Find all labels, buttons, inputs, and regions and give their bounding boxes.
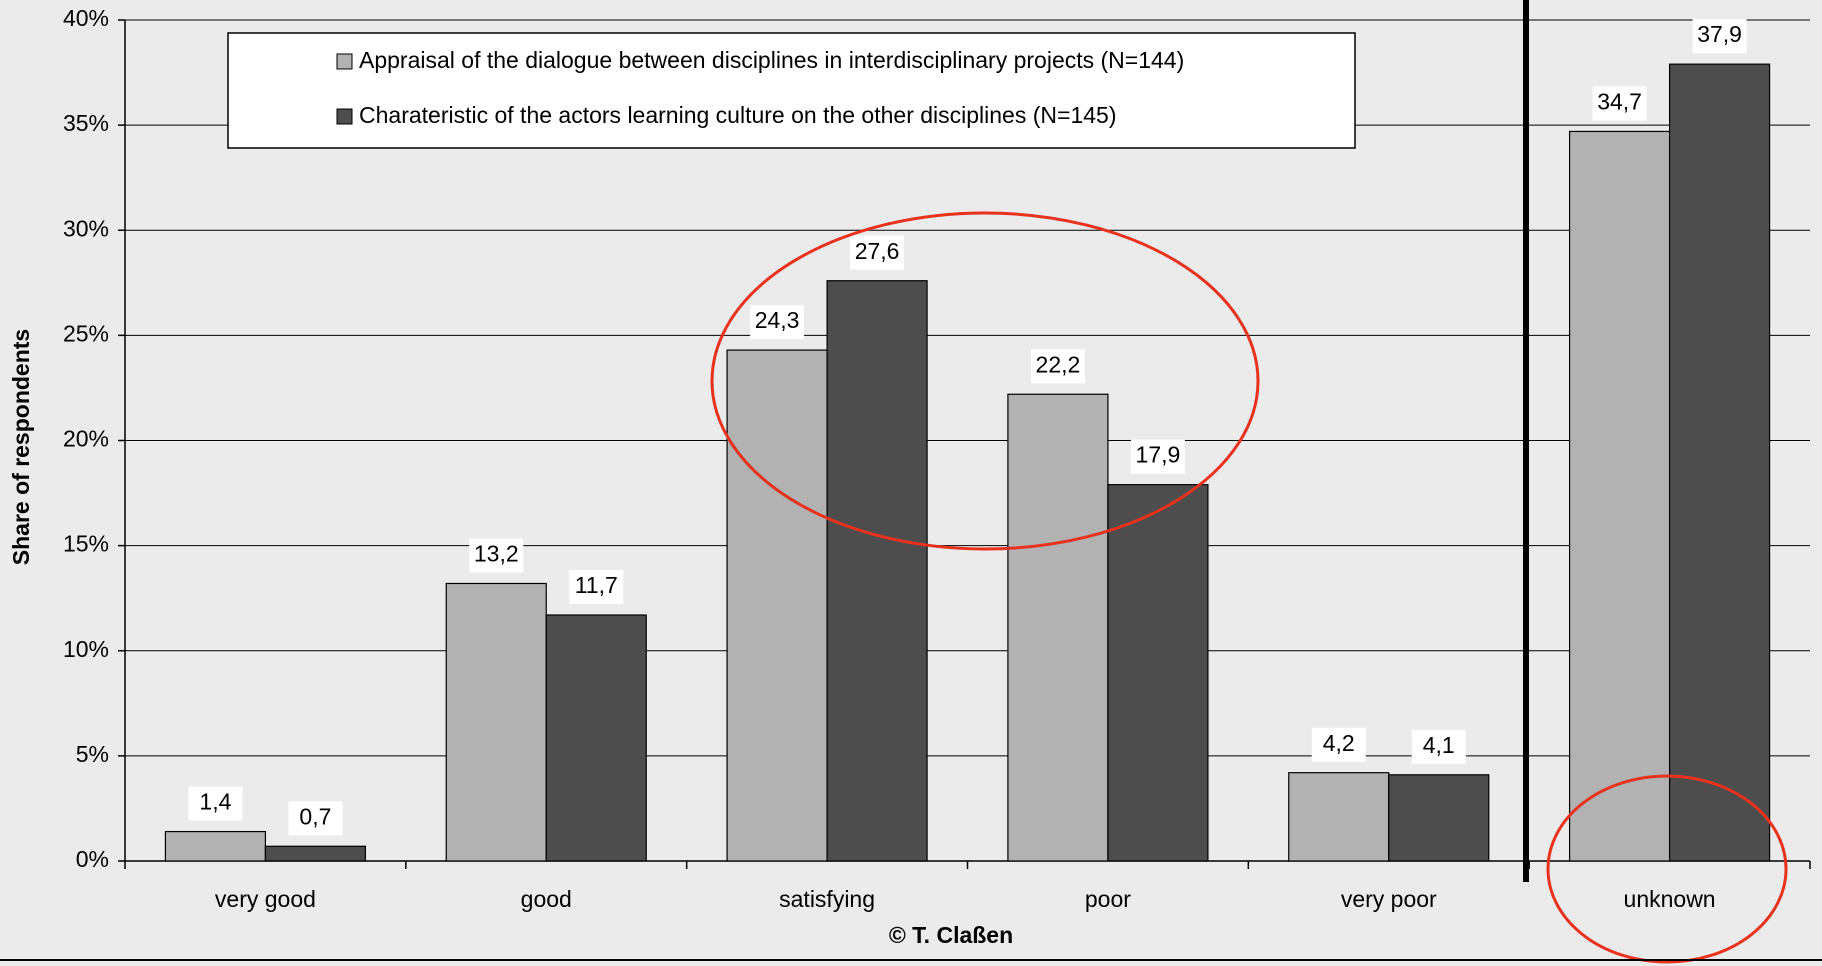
value-label: 24,3 — [755, 307, 800, 333]
value-label-bg — [288, 801, 343, 836]
value-label-bg — [1592, 86, 1647, 121]
value-label: 0,7 — [299, 803, 331, 829]
x-tick-label: very poor — [1341, 886, 1437, 912]
value-label: 11,7 — [575, 572, 618, 598]
legend-label: Charateristic of the actors learning cul… — [359, 102, 1116, 128]
y-tick-label: 40% — [63, 5, 109, 31]
legend: Appraisal of the dialogue between discip… — [227, 32, 1356, 149]
legend-box — [227, 32, 1356, 149]
x-tick-label: good — [521, 886, 572, 912]
value-label: 4,2 — [1323, 730, 1355, 756]
y-tick-label: 15% — [63, 531, 109, 557]
value-label-bg — [1411, 729, 1466, 764]
value-label: 1,4 — [199, 789, 231, 815]
bars: 1,4 0,7 13,2 11,7 24,3 27,6 22,2 17,9 4,2 4,1 34,7… — [164, 19, 1771, 862]
highlight-ellipse — [1546, 774, 1788, 964]
y-tick-label: 5% — [76, 741, 109, 767]
bar — [726, 349, 828, 862]
bar — [1107, 484, 1209, 862]
y-tick-label: 10% — [63, 636, 109, 662]
value-label: 13,2 — [474, 541, 519, 567]
bar — [1668, 63, 1771, 862]
value-label-bg — [1311, 727, 1366, 762]
bar — [545, 614, 647, 862]
value-label: 37,9 — [1697, 21, 1742, 47]
x-tick-label: satisfying — [779, 886, 875, 912]
x-tick-label: unknown — [1624, 886, 1716, 912]
bar — [164, 830, 267, 862]
y-tick-label: 35% — [63, 110, 109, 136]
x-tick-label: very good — [215, 886, 316, 912]
x-tick-label: poor — [1085, 886, 1131, 912]
value-label-bg — [469, 538, 524, 573]
y-tick-label: 20% — [63, 426, 109, 452]
bar — [1568, 130, 1671, 862]
value-label-bg — [1130, 439, 1185, 474]
value-label-bg — [188, 786, 243, 821]
bar — [826, 280, 928, 862]
value-label: 17,9 — [1136, 442, 1181, 468]
bar — [1007, 393, 1109, 862]
value-label-bg — [1030, 349, 1085, 384]
value-label: 22,2 — [1036, 351, 1081, 377]
bar — [1388, 774, 1490, 862]
y-tick-label: 30% — [63, 215, 109, 241]
bar — [1288, 772, 1390, 862]
legend-swatch — [336, 53, 353, 70]
y-tick-label: 25% — [63, 320, 109, 346]
value-label-bg — [850, 235, 905, 270]
y-tick-label: 0% — [76, 846, 109, 872]
x-axis-label: © T. Claßen — [889, 922, 1013, 948]
legend-swatch — [336, 108, 353, 125]
value-label-bg — [569, 570, 624, 605]
value-label-bg — [1692, 19, 1747, 54]
value-label: 4,1 — [1423, 732, 1455, 758]
bar — [445, 582, 547, 862]
value-label: 27,6 — [855, 238, 900, 264]
bar — [264, 845, 367, 862]
legend-label: Appraisal of the dialogue between discip… — [359, 47, 1184, 73]
highlight-ellipse — [710, 211, 1260, 551]
y-axis-label: Share of respondents — [8, 329, 34, 565]
value-label: 34,7 — [1597, 89, 1642, 115]
value-label-bg — [750, 305, 805, 340]
